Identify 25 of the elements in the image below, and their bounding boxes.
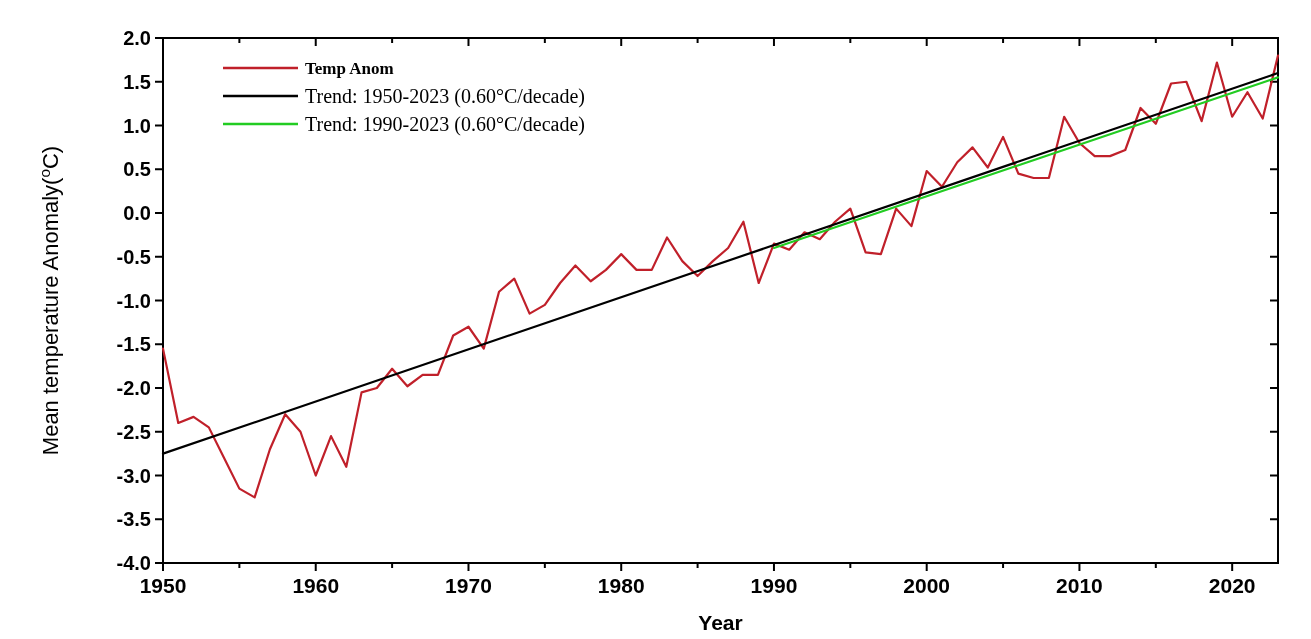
x-tick-label: 2010 (1056, 574, 1103, 597)
legend-label: Temp Anom (305, 58, 394, 78)
y-tick-label: -4.0 (116, 552, 151, 574)
x-tick-label: 1980 (597, 574, 645, 597)
x-tick-label: 2020 (1208, 574, 1256, 597)
y-tick-label: -2.0 (116, 377, 151, 399)
y-tick-label: -3.5 (116, 508, 151, 531)
x-tick-label: 1950 (139, 574, 187, 597)
y-tick-label: -2.5 (116, 420, 151, 443)
y-tick-label: -0.5 (116, 245, 151, 268)
x-axis-title: Year (698, 611, 743, 634)
y-tick-label: -1.5 (116, 333, 151, 356)
y-tick-label: -1.0 (116, 289, 151, 312)
y-tick-label: 2.0 (123, 27, 151, 49)
legend-label: Trend: 1990-2023 (0.60°C/decade) (305, 113, 585, 136)
x-tick-label: 2000 (903, 574, 951, 597)
x-tick-label: 1970 (445, 574, 492, 597)
y-tick-label: -3.0 (116, 464, 151, 487)
y-tick-label: 1.5 (123, 70, 151, 93)
y-tick-label: 1.0 (123, 114, 151, 137)
y-tick-label: 0.5 (123, 158, 151, 181)
legend-label: Trend: 1950-2023 (0.60°C/decade) (305, 85, 585, 108)
y-tick-label: 0.0 (123, 202, 151, 224)
x-tick-label: 1990 (750, 574, 798, 597)
x-tick-label: 1960 (292, 574, 340, 597)
